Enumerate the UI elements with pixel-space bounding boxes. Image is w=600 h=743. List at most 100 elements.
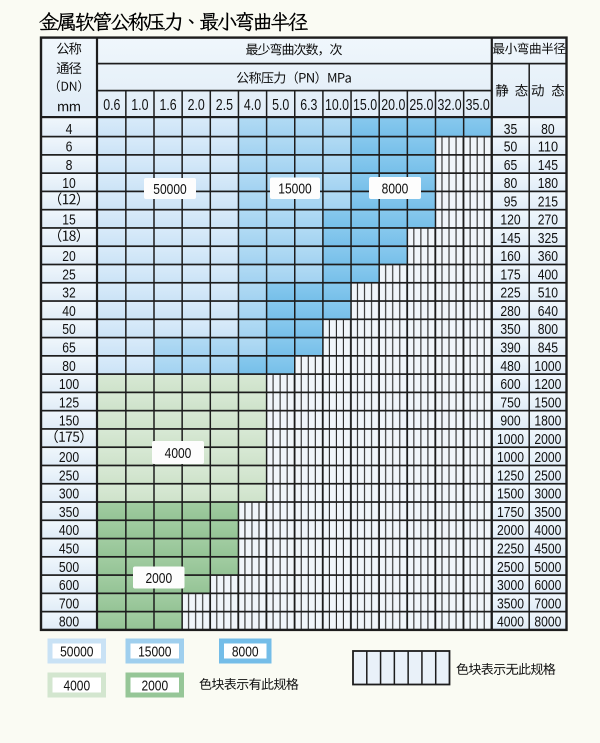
svg-text:2000: 2000 [141, 677, 168, 694]
svg-text:8: 8 [66, 157, 73, 174]
svg-text:25: 25 [62, 266, 76, 283]
svg-text:390: 390 [500, 340, 520, 357]
svg-text:80: 80 [62, 358, 76, 375]
svg-text:325: 325 [538, 230, 558, 247]
svg-text:32.0: 32.0 [438, 97, 462, 114]
svg-text:160: 160 [500, 248, 520, 265]
svg-text:8000: 8000 [382, 180, 409, 197]
svg-text:6.3: 6.3 [300, 97, 317, 114]
svg-text:3500: 3500 [534, 504, 561, 521]
svg-text:50: 50 [62, 321, 76, 338]
svg-text:1250: 1250 [497, 467, 524, 484]
svg-text:510: 510 [538, 285, 558, 302]
svg-text:4000: 4000 [534, 522, 561, 539]
svg-text:25.0: 25.0 [409, 97, 433, 114]
svg-text:4000: 4000 [497, 614, 524, 631]
svg-text:845: 845 [538, 340, 558, 357]
svg-text:4.0: 4.0 [244, 97, 261, 114]
svg-text:2000: 2000 [497, 522, 524, 539]
svg-text:2000: 2000 [534, 449, 561, 466]
svg-text:15000: 15000 [278, 181, 311, 198]
svg-text:10: 10 [62, 175, 76, 192]
svg-text:65: 65 [504, 157, 518, 174]
svg-text:4000: 4000 [63, 677, 90, 694]
svg-text:32: 32 [62, 285, 76, 302]
svg-text:900: 900 [500, 413, 520, 430]
svg-text:40: 40 [62, 303, 76, 320]
svg-text:1000: 1000 [534, 358, 561, 375]
svg-text:15000: 15000 [138, 643, 171, 660]
svg-text:5.0: 5.0 [272, 97, 289, 114]
svg-text:1500: 1500 [497, 486, 524, 503]
svg-text:800: 800 [538, 321, 558, 338]
svg-text:450: 450 [59, 541, 79, 558]
svg-text:50: 50 [504, 139, 518, 156]
svg-text:640: 640 [538, 303, 558, 320]
svg-text:2500: 2500 [534, 467, 561, 484]
svg-text:750: 750 [500, 394, 520, 411]
svg-text:4500: 4500 [534, 541, 561, 558]
svg-text:400: 400 [538, 266, 558, 283]
svg-text:1.0: 1.0 [131, 97, 148, 114]
svg-text:280: 280 [500, 303, 520, 320]
svg-text:180: 180 [538, 175, 558, 192]
svg-text:120: 120 [500, 212, 520, 229]
svg-text:10.0: 10.0 [325, 97, 349, 114]
svg-text:1800: 1800 [534, 413, 561, 430]
svg-text:20.0: 20.0 [381, 97, 405, 114]
svg-text:1200: 1200 [534, 376, 561, 393]
svg-text:2500: 2500 [497, 559, 524, 576]
svg-text:300: 300 [59, 486, 79, 503]
svg-text:20: 20 [62, 248, 76, 265]
svg-text:1500: 1500 [534, 394, 561, 411]
svg-text:600: 600 [59, 577, 79, 594]
svg-text:1000: 1000 [497, 449, 524, 466]
svg-text:350: 350 [500, 321, 520, 338]
svg-text:2.5: 2.5 [216, 97, 233, 114]
svg-text:3500: 3500 [497, 595, 524, 612]
svg-text:2250: 2250 [497, 541, 524, 558]
svg-text:1.6: 1.6 [160, 97, 177, 114]
svg-text:4000: 4000 [165, 445, 192, 462]
svg-text:35.0: 35.0 [466, 97, 490, 114]
svg-text:3000: 3000 [534, 486, 561, 503]
svg-text:35: 35 [504, 121, 518, 138]
svg-text:3000: 3000 [497, 577, 524, 594]
svg-text:1750: 1750 [497, 504, 524, 521]
svg-text:80: 80 [504, 175, 518, 192]
svg-text:7000: 7000 [534, 595, 561, 612]
svg-text:0.6: 0.6 [103, 97, 120, 114]
svg-text:145: 145 [500, 230, 520, 247]
svg-text:6: 6 [66, 139, 73, 156]
svg-text:125: 125 [59, 394, 79, 411]
svg-text:50000: 50000 [153, 181, 186, 198]
svg-text:600: 600 [500, 376, 520, 393]
svg-text:360: 360 [538, 248, 558, 265]
svg-text:15.0: 15.0 [353, 97, 377, 114]
svg-text:350: 350 [59, 504, 79, 521]
svg-text:5000: 5000 [534, 559, 561, 576]
svg-text:8000: 8000 [232, 643, 259, 660]
svg-text:110: 110 [538, 139, 558, 156]
svg-text:270: 270 [538, 212, 558, 229]
svg-text:480: 480 [500, 358, 520, 375]
svg-text:4: 4 [66, 121, 73, 138]
svg-text:95: 95 [504, 193, 518, 210]
svg-text:145: 145 [538, 157, 558, 174]
svg-text:225: 225 [500, 285, 520, 302]
svg-text:6000: 6000 [534, 577, 561, 594]
svg-text:65: 65 [62, 340, 76, 357]
svg-text:175: 175 [500, 266, 520, 283]
svg-text:200: 200 [59, 449, 79, 466]
svg-text:500: 500 [59, 559, 79, 576]
svg-text:80: 80 [541, 121, 555, 138]
svg-text:50000: 50000 [60, 643, 93, 660]
svg-text:100: 100 [59, 376, 79, 393]
svg-text:2000: 2000 [534, 431, 561, 448]
svg-text:250: 250 [59, 467, 79, 484]
svg-text:2.0: 2.0 [188, 97, 205, 114]
svg-text:800: 800 [59, 614, 79, 631]
svg-text:215: 215 [538, 193, 558, 210]
svg-text:8000: 8000 [534, 614, 561, 631]
svg-text:400: 400 [59, 522, 79, 539]
